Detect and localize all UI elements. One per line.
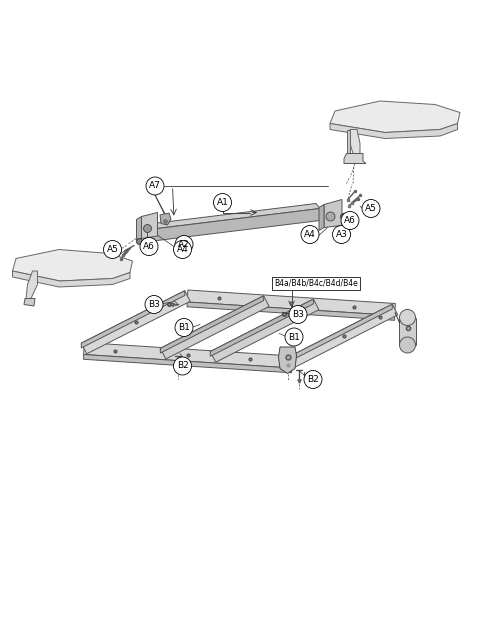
Text: A5: A5 — [365, 204, 377, 213]
Polygon shape — [142, 212, 158, 239]
Circle shape — [104, 241, 122, 259]
Polygon shape — [84, 342, 292, 368]
Polygon shape — [12, 249, 132, 281]
Polygon shape — [344, 154, 366, 164]
Polygon shape — [26, 271, 38, 299]
Text: B2: B2 — [176, 362, 188, 370]
Text: A2: A2 — [178, 240, 190, 249]
Circle shape — [326, 212, 335, 221]
Polygon shape — [400, 318, 415, 345]
Text: A4: A4 — [304, 230, 316, 239]
Circle shape — [341, 212, 359, 230]
Polygon shape — [145, 225, 149, 241]
Polygon shape — [160, 296, 269, 359]
Circle shape — [175, 318, 193, 336]
Text: A6: A6 — [143, 242, 155, 251]
Polygon shape — [210, 299, 319, 362]
Text: B4a/B4b/B4c/B4d/B4e: B4a/B4b/B4c/B4d/B4e — [274, 279, 358, 288]
Text: A3: A3 — [336, 230, 347, 239]
Circle shape — [140, 238, 158, 255]
Circle shape — [214, 194, 232, 212]
Text: B1: B1 — [288, 333, 300, 341]
Circle shape — [174, 241, 192, 259]
Circle shape — [146, 177, 164, 195]
Polygon shape — [319, 204, 324, 231]
Polygon shape — [187, 290, 396, 315]
Circle shape — [400, 337, 415, 353]
Text: A5: A5 — [106, 245, 118, 254]
Polygon shape — [24, 299, 35, 306]
Polygon shape — [210, 299, 314, 357]
Text: B3: B3 — [148, 300, 160, 309]
Text: A6: A6 — [344, 216, 356, 225]
Polygon shape — [160, 213, 171, 225]
Polygon shape — [145, 204, 320, 230]
Circle shape — [144, 225, 152, 233]
Polygon shape — [330, 101, 460, 133]
Circle shape — [332, 225, 350, 244]
Text: A4: A4 — [176, 245, 188, 254]
Text: B1: B1 — [178, 323, 190, 332]
Polygon shape — [160, 296, 264, 353]
Polygon shape — [347, 130, 350, 154]
Polygon shape — [290, 304, 393, 362]
Circle shape — [174, 357, 192, 375]
Circle shape — [301, 225, 319, 244]
Polygon shape — [290, 304, 398, 367]
Text: A7: A7 — [149, 181, 161, 191]
Polygon shape — [278, 347, 296, 373]
Circle shape — [285, 328, 303, 346]
Circle shape — [362, 199, 380, 218]
Polygon shape — [149, 209, 320, 241]
Polygon shape — [82, 291, 185, 348]
Circle shape — [145, 296, 163, 313]
Polygon shape — [12, 271, 130, 287]
Circle shape — [175, 236, 193, 254]
Polygon shape — [136, 217, 141, 241]
Polygon shape — [82, 291, 190, 354]
Polygon shape — [84, 355, 292, 373]
Polygon shape — [324, 199, 342, 228]
Text: A1: A1 — [216, 198, 228, 207]
Circle shape — [304, 370, 322, 389]
Text: B3: B3 — [292, 310, 304, 319]
Circle shape — [400, 310, 415, 326]
Circle shape — [289, 305, 307, 323]
Polygon shape — [330, 123, 458, 138]
Polygon shape — [350, 130, 360, 154]
Polygon shape — [187, 302, 394, 320]
Text: B2: B2 — [307, 375, 319, 384]
